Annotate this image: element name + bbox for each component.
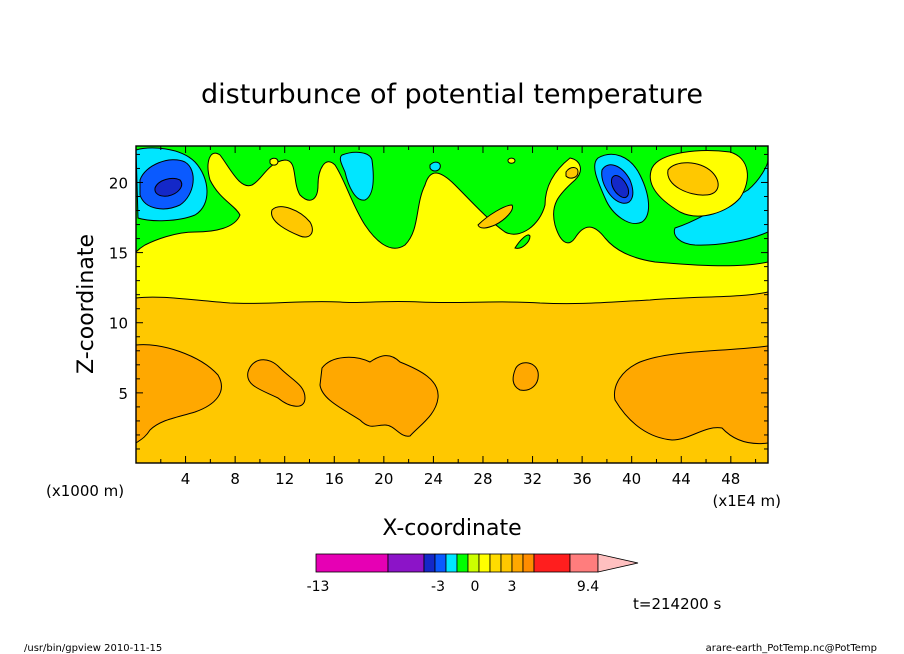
- contour-field: [136, 146, 768, 463]
- y-axis-label: Z-coordinate: [74, 234, 99, 374]
- x-axis-label: X-coordinate: [382, 516, 521, 541]
- x-tick-label: 36: [573, 470, 592, 488]
- footer-right: arare-earth_PotTemp.nc@PotTemp: [706, 643, 877, 654]
- y-tick-label: 15: [109, 245, 128, 263]
- x-unit-left: (x1000 m): [46, 482, 124, 500]
- y-tick-label: 10: [109, 315, 128, 333]
- colorbar-segment: [434, 553, 447, 573]
- x-tick-label: 32: [523, 470, 542, 488]
- x-tick-label: 24: [424, 470, 443, 488]
- colorbar-segment: [423, 553, 436, 573]
- y-tick-label: 20: [109, 174, 128, 192]
- x-tick-label: 44: [672, 470, 691, 488]
- x-unit-right: (x1E4 m): [712, 492, 781, 510]
- colorbar: [315, 553, 639, 573]
- x-tick-label: 48: [721, 470, 740, 488]
- x-tick-label: 4: [181, 470, 191, 488]
- colorbar-segment: [533, 553, 571, 573]
- x-tick-label: 16: [325, 470, 344, 488]
- time-label: t=214200 s: [633, 595, 721, 613]
- colorbar-segment: [569, 553, 599, 573]
- x-tick-label: 8: [230, 470, 240, 488]
- colorbar-segment: [315, 553, 389, 573]
- x-tick-label: 40: [622, 470, 641, 488]
- x-tick-label: 12: [275, 470, 294, 488]
- colorbar-segment: [500, 553, 513, 573]
- colorbar-segment: [387, 553, 425, 573]
- colorbar-label: 3: [508, 579, 517, 595]
- colorbar-label: -13: [307, 579, 330, 595]
- footer-left: /usr/bin/gpview 2010-11-15: [24, 643, 162, 654]
- colorbar-segment: [489, 553, 502, 573]
- x-axis-ticks: 4 8 12 16 20 24 28 32 36 40 44 48: [160, 146, 757, 488]
- chart-title: disturbunce of potential temperature: [201, 79, 703, 110]
- colorbar-segment: [511, 553, 524, 573]
- colorbar-segment: [456, 553, 469, 573]
- colorbar-segment: [445, 553, 458, 573]
- y-tick-label: 5: [118, 385, 128, 403]
- x-tick-label: 28: [473, 470, 492, 488]
- x-tick-label: 20: [374, 470, 393, 488]
- y-axis-ticks: 20 15 10 5: [109, 153, 768, 450]
- colorbar-segment: [522, 553, 535, 573]
- colorbar-label: 0: [471, 579, 480, 595]
- colorbar-segment: [467, 553, 480, 573]
- colorbar-arrow: [597, 553, 639, 573]
- colorbar-segment: [478, 553, 491, 573]
- colorbar-labels: -13 -3 0 3 9.4: [307, 579, 600, 595]
- colorbar-label: 9.4: [577, 579, 599, 595]
- contour-region-orange: [136, 291, 768, 463]
- colorbar-label: -3: [431, 579, 445, 595]
- plot-frame: [135, 145, 769, 464]
